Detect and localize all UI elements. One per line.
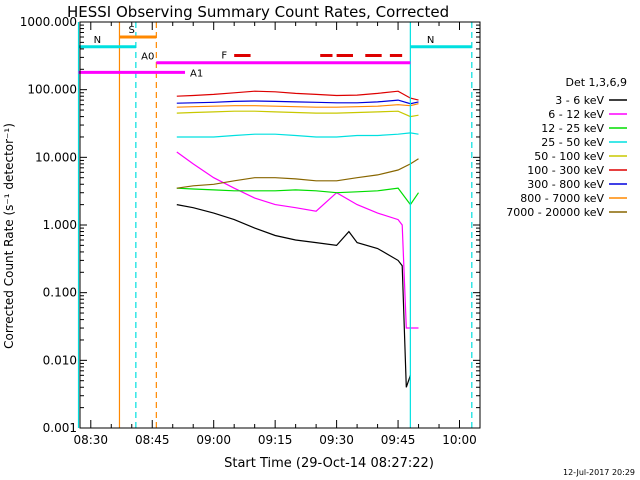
- y-axis-label: Corrected Count Rate (s⁻¹ detector⁻¹): [2, 123, 16, 349]
- y-tick-label: 0.001: [43, 421, 77, 435]
- flag-label: N: [94, 35, 101, 46]
- date-stamp: 12-Jul-2017 20:29: [563, 468, 635, 477]
- y-tick-label: 0.100: [43, 286, 77, 300]
- series-line: [176, 103, 419, 108]
- y-tick-label: 0.010: [43, 353, 77, 367]
- legend-item-label: 50 - 100 keV: [534, 150, 604, 163]
- x-tick-label: 09:15: [258, 433, 293, 447]
- series-line: [176, 99, 419, 105]
- legend-item-label: 12 - 25 keV: [541, 122, 604, 135]
- legend-item-label: 100 - 300 keV: [527, 164, 604, 177]
- x-axis-label: Start Time (29-Oct-14 08:27:22): [224, 456, 434, 471]
- axes: 0.001 0.010 0.100 1.000 10.000 100.000 1000.00…: [20, 15, 481, 447]
- series-line: [176, 187, 419, 206]
- x-tick-label: 09:00: [196, 433, 231, 447]
- flag-label: F: [221, 50, 227, 61]
- legend-item-label: 6 - 12 keV: [548, 108, 604, 121]
- x-tick-label: 09:30: [319, 433, 354, 447]
- legend-title: Det 1,3,6,9: [565, 76, 627, 89]
- legend-item-label: 7000 - 20000 keV: [506, 206, 604, 219]
- y-tick-label: 1000.000: [20, 15, 77, 29]
- flag-label: A0: [141, 52, 154, 63]
- flag-label: A1: [190, 68, 203, 79]
- series-line: [176, 132, 419, 138]
- chart-title: HESSI Observing Summary Count Rates, Cor…: [67, 3, 449, 21]
- series-line: [176, 110, 419, 118]
- x-tick-label: 10:00: [442, 433, 477, 447]
- series-line: [176, 151, 419, 329]
- y-tick-label: 1.000: [43, 218, 77, 232]
- legend-item-label: 3 - 6 keV: [555, 94, 604, 107]
- flag-label: S: [128, 25, 134, 36]
- legend-item-label: 300 - 800 keV: [527, 178, 604, 191]
- x-tick-label: 09:45: [381, 433, 416, 447]
- series-line: [176, 158, 419, 189]
- legend-item-label: 25 - 50 keV: [541, 136, 604, 149]
- x-tick-label: 08:30: [73, 433, 108, 447]
- flag-label: N: [427, 35, 434, 46]
- legend-item-label: 800 - 7000 keV: [520, 192, 604, 205]
- plot-frame: [79, 21, 481, 429]
- flag-annotations: S N N A0 A1 F: [77, 22, 473, 428]
- series-line: [176, 90, 419, 101]
- x-tick-label: 08:45: [135, 433, 170, 447]
- series-curves: [176, 90, 419, 388]
- y-tick-label: 100.000: [27, 83, 77, 97]
- y-tick-label: 10.000: [35, 150, 77, 164]
- series-line: [176, 204, 411, 388]
